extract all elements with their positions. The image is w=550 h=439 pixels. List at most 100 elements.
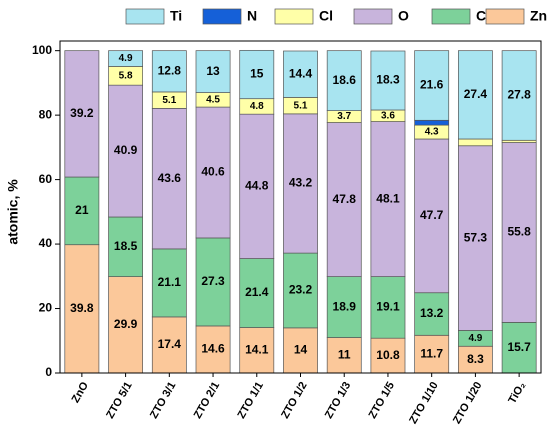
data-label: 4.5 xyxy=(206,94,220,105)
bar-segment xyxy=(370,50,406,111)
data-label: 14 xyxy=(294,343,308,357)
bar-segment xyxy=(370,276,406,339)
data-label: 18.3 xyxy=(376,73,400,87)
bar-segment xyxy=(108,276,143,374)
data-label: 48.1 xyxy=(376,191,400,205)
bar-segment xyxy=(283,113,318,254)
bar-segment xyxy=(458,145,493,331)
bar-segment xyxy=(458,50,493,140)
bar-segment xyxy=(239,49,275,100)
bar-segment xyxy=(414,119,450,126)
data-label: 4.3 xyxy=(425,127,439,138)
bar-segment xyxy=(501,142,537,323)
legend-label: C xyxy=(476,8,486,24)
data-label: 18.5 xyxy=(114,239,138,253)
legend-label: N xyxy=(247,8,257,24)
data-label: 39.2 xyxy=(70,106,94,120)
data-label: 13 xyxy=(206,64,220,78)
y-tick-label: 40 xyxy=(39,236,53,250)
bar-segment xyxy=(501,322,537,374)
data-label: 23.2 xyxy=(289,283,313,297)
data-label: 4.8 xyxy=(250,101,264,112)
legend-swatch xyxy=(274,8,314,25)
bar-segment xyxy=(64,176,100,246)
data-label: 47.8 xyxy=(333,192,357,206)
data-label: 11.7 xyxy=(420,346,443,360)
bar-segment xyxy=(370,121,406,277)
data-label: 3.6 xyxy=(381,110,395,121)
bar-segment xyxy=(195,106,231,239)
data-label: 5.8 xyxy=(119,70,133,81)
data-label: 21.6 xyxy=(420,78,444,92)
bar-segment xyxy=(108,50,143,67)
y-tick-label: 100 xyxy=(32,43,52,57)
data-label: 27.4 xyxy=(464,87,488,101)
data-label: 18.9 xyxy=(333,299,357,313)
data-label: 21 xyxy=(75,203,89,217)
bar-segment xyxy=(458,138,493,147)
x-tick-label: ZTO 5/1 xyxy=(104,380,134,421)
data-label: 4.9 xyxy=(119,53,133,64)
data-label: 27.8 xyxy=(507,88,531,102)
bar-segment xyxy=(501,50,537,141)
data-label: 40.6 xyxy=(201,165,225,179)
bar-segment xyxy=(239,258,275,328)
bar-segment xyxy=(108,216,143,277)
x-tick-label: ZTO 1/2 xyxy=(279,380,309,421)
bar-segment xyxy=(283,50,318,98)
data-label: 40.9 xyxy=(114,143,138,157)
legend-label: Zn xyxy=(530,8,547,24)
x-tick-label: ZTO 1/20 xyxy=(451,380,485,426)
y-tick-label: 20 xyxy=(39,301,53,315)
y-tick-label: 60 xyxy=(39,172,53,186)
data-label: 47.7 xyxy=(420,208,444,222)
bar-segment xyxy=(283,252,318,329)
x-tick-label: ZTO 1/5 xyxy=(367,380,397,421)
bar-segment xyxy=(326,50,362,111)
data-label: 21.4 xyxy=(245,285,269,299)
legend-label: Cl xyxy=(319,8,333,24)
data-label: 11 xyxy=(338,347,351,361)
bar-segment xyxy=(108,84,143,218)
x-tick-label: ZTO 1/1 xyxy=(235,380,265,421)
data-label: 14.1 xyxy=(245,342,269,356)
x-tick-label: ZTO 2/1 xyxy=(192,380,222,421)
legend-swatch xyxy=(202,8,242,25)
data-label: 29.9 xyxy=(114,317,138,331)
data-label: 43.6 xyxy=(158,171,182,185)
legend-swatch xyxy=(485,8,525,25)
legend-label: Ti xyxy=(170,8,182,24)
bar-segment xyxy=(64,50,100,178)
data-label: 57.3 xyxy=(464,230,488,244)
data-label: 13.2 xyxy=(420,306,444,320)
bar-segment xyxy=(151,248,187,318)
bar-segment xyxy=(195,50,231,93)
data-label: 27.3 xyxy=(201,274,225,288)
y-axis-label: atomic, % xyxy=(5,179,21,245)
bar-segment xyxy=(239,113,275,259)
legend-swatch xyxy=(353,8,393,25)
x-tick-label: ZTO 1/3 xyxy=(323,380,353,421)
bar-segment xyxy=(195,325,231,374)
data-label: 4.9 xyxy=(468,333,482,344)
data-label: 14.6 xyxy=(201,342,225,356)
legend-label: O xyxy=(398,8,409,24)
data-label: 55.8 xyxy=(507,225,531,239)
bar-segment xyxy=(151,108,187,250)
bar-segment xyxy=(414,50,450,121)
bar-segment xyxy=(195,237,231,327)
x-tick-label: ZTO 1/10 xyxy=(407,380,441,426)
data-label: 18.6 xyxy=(333,73,357,87)
legend-swatch xyxy=(431,8,471,25)
data-label: 21.1 xyxy=(158,275,182,289)
data-label: 15.7 xyxy=(507,340,531,354)
data-label: 44.8 xyxy=(245,179,269,193)
plot-frame xyxy=(59,40,542,374)
data-label: 19.1 xyxy=(376,300,400,314)
legend-swatch xyxy=(125,8,165,25)
data-label: 5.1 xyxy=(294,100,308,111)
data-label: 39.8 xyxy=(70,301,94,315)
y-tick-label: 80 xyxy=(39,107,53,121)
data-label: 10.8 xyxy=(376,348,400,362)
